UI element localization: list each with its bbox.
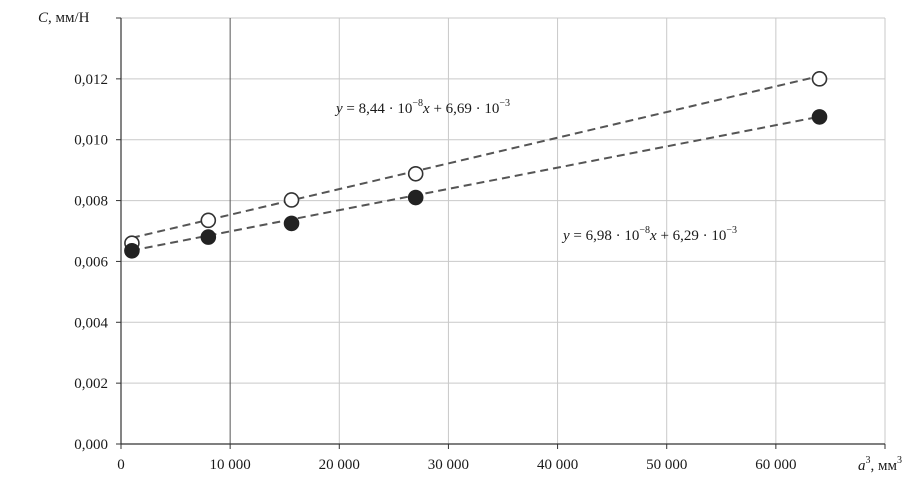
equation-open-series: y = 8,44 · 10−8x + 6,69 · 10−3 xyxy=(334,98,510,117)
x-tick-label: 30 000 xyxy=(428,457,469,473)
data-points xyxy=(124,71,828,259)
y-tick-label: 0,008 xyxy=(74,194,108,210)
y-tick-label: 0,000 xyxy=(74,437,108,453)
y-tick-label: 0,004 xyxy=(74,315,108,331)
gridlines xyxy=(121,17,886,444)
filled-point xyxy=(283,215,300,232)
filled-point xyxy=(200,229,217,245)
x-tick-label: 20 000 xyxy=(319,457,360,473)
x-tick-labels: 0 10 000 20 000 30 000 40 000 50 000 60 000 xyxy=(117,457,796,473)
equation-filled-series: y = 6,98 · 10−8x + 6,29 · 10−3 xyxy=(561,225,737,244)
filled-point xyxy=(407,189,424,206)
x-tick-label: 50 000 xyxy=(646,457,687,473)
y-tick-labels: 0,000 0,002 0,004 0,006 0,008 0,010 0,012 xyxy=(74,72,108,453)
y-tick-label: 0,006 xyxy=(74,254,108,270)
y-tick-label: 0,012 xyxy=(74,72,108,88)
trendline-open-series xyxy=(131,75,820,239)
x-axis-label: a3, мм3 xyxy=(858,455,902,474)
axes xyxy=(116,17,886,449)
x-tick-label: 60 000 xyxy=(755,457,796,473)
x-tick-label: 40 000 xyxy=(537,457,578,473)
y-tick-label: 0,002 xyxy=(74,376,108,392)
filled-point xyxy=(811,109,828,125)
open-point xyxy=(283,192,300,208)
open-point xyxy=(200,212,217,229)
x-tick-label: 10 000 xyxy=(210,457,251,473)
y-axis-label: C, мм/Н xyxy=(38,10,90,26)
y-tick-label: 0,010 xyxy=(74,133,108,149)
x-tick-label: 0 xyxy=(117,457,125,473)
filled-point xyxy=(124,242,140,259)
open-point xyxy=(407,165,424,182)
open-point xyxy=(811,71,828,87)
trendlines xyxy=(131,75,820,252)
